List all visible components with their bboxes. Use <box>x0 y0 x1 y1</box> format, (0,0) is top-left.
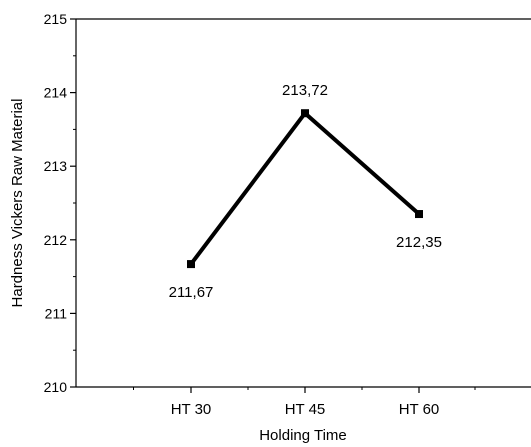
data-point-marker <box>415 210 423 219</box>
x-tick-label: HT 45 <box>285 401 326 418</box>
x-tick-label: HT 60 <box>399 401 440 418</box>
y-tick-label: 214 <box>44 85 68 101</box>
y-axis-title: Hardness Vickers Raw Material <box>9 99 26 308</box>
data-point-marker <box>301 109 309 118</box>
y-tick-label: 213 <box>44 158 68 174</box>
plot-frame <box>75 18 531 388</box>
data-point-marker <box>187 260 195 269</box>
y-tick-label: 212 <box>44 232 68 248</box>
x-axis-title: Holding Time <box>259 427 347 444</box>
y-tick-label: 211 <box>45 305 68 321</box>
label-layer: 211,67 213,72 212,35 <box>169 82 442 301</box>
data-label: 211,67 <box>169 284 214 301</box>
data-label: 212,35 <box>396 234 442 251</box>
y-tick-label: 215 <box>44 11 68 27</box>
x-ticks: HT 30 HT 45 HT 60 <box>133 387 476 418</box>
y-ticks: 210 211 212 213 214 215 <box>44 11 76 395</box>
x-tick-label: HT 30 <box>171 401 212 418</box>
y-tick-label: 210 <box>44 379 68 395</box>
series-line <box>189 110 421 266</box>
series-layer <box>187 109 423 269</box>
data-label: 213,72 <box>282 82 328 99</box>
